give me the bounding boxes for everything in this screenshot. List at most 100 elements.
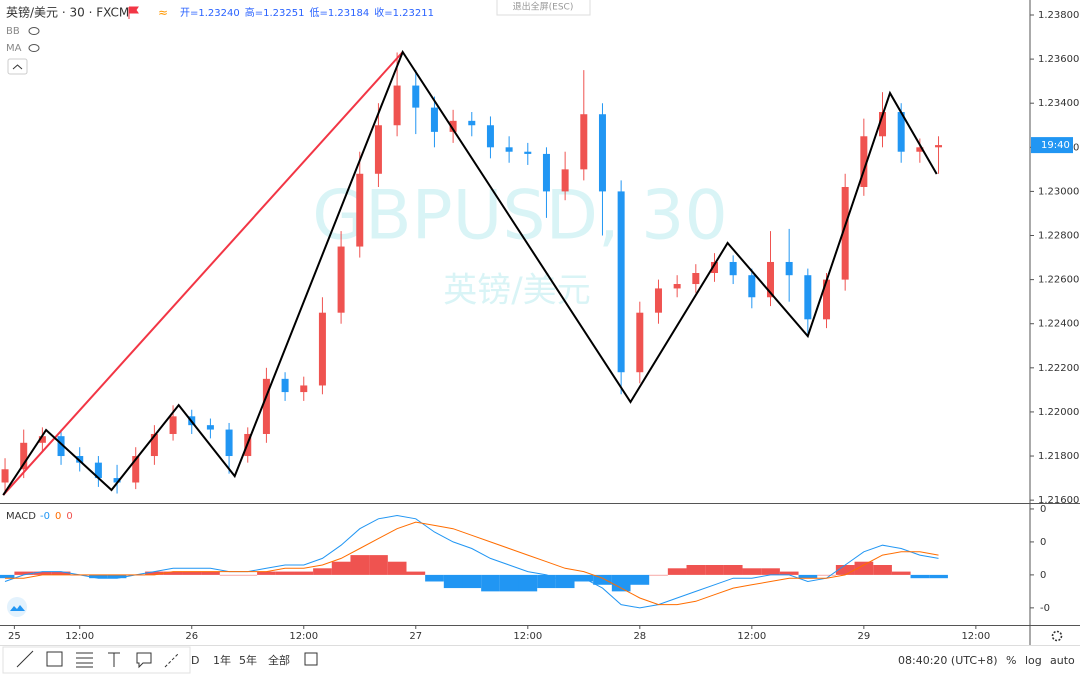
macd-legend-value: -0 xyxy=(40,511,50,522)
candle-body xyxy=(748,275,756,298)
macd-histogram-bar xyxy=(425,574,444,582)
macd-histogram-bar xyxy=(406,571,426,575)
candle-body xyxy=(841,186,849,280)
indicator-ma[interactable]: MA xyxy=(6,43,22,54)
candle-body xyxy=(38,436,46,443)
macd-histogram-bar xyxy=(219,574,239,576)
macd-histogram-bar xyxy=(163,571,183,575)
candle-body xyxy=(617,191,625,373)
candle-body xyxy=(879,112,887,137)
candle-body xyxy=(823,279,831,320)
exit-fullscreen-label: 退出全屏(ESC) xyxy=(513,1,574,13)
exit-fullscreen-button[interactable] xyxy=(496,0,591,16)
flag-icon[interactable] xyxy=(128,6,139,19)
macd-histogram-bar xyxy=(854,561,874,575)
candle-body xyxy=(935,145,943,148)
fib-tool[interactable] xyxy=(76,652,93,668)
calendar-icon[interactable] xyxy=(304,652,318,666)
symbol-title[interactable]: 英镑/美元 · 30 · FXCM xyxy=(6,5,129,20)
ohlc-legend: 开=1.23240 高=1.23251 低=1.23184 收=1.23211 xyxy=(180,6,434,19)
collapse-button[interactable] xyxy=(7,58,28,75)
text-tool[interactable] xyxy=(108,652,120,667)
candle-body xyxy=(94,462,102,479)
macd-y-tick-label: -0 xyxy=(1040,603,1050,614)
scale-option[interactable]: log xyxy=(1025,654,1042,667)
y-tick-label: 1.21600 xyxy=(1038,495,1079,506)
macd-histogram-bar xyxy=(649,574,668,576)
price-tag-label: 19:40 xyxy=(1041,140,1070,151)
macd-histogram-bar xyxy=(89,574,108,579)
measure-tool[interactable] xyxy=(164,652,180,668)
watermark: GBPUSD, 30 英镑/美元 xyxy=(312,177,727,311)
range-button[interactable]: D xyxy=(191,654,199,667)
candle-body xyxy=(169,416,177,434)
x-tick-label: 25 xyxy=(8,631,21,642)
y-tick-label: 1.22800 xyxy=(1038,231,1079,242)
x-tick-label: 27 xyxy=(409,631,422,642)
settings-icon[interactable] xyxy=(1051,630,1063,642)
plot xyxy=(0,49,948,609)
drawing-tools-panel xyxy=(2,646,191,674)
x-tick-label: 12:00 xyxy=(961,631,990,642)
candle-body xyxy=(150,433,158,457)
candle-body xyxy=(430,107,438,132)
scale-option[interactable]: auto xyxy=(1050,654,1075,667)
range-button[interactable]: 5年 xyxy=(239,653,257,667)
macd-histogram-bar xyxy=(387,561,407,575)
macd-y-tick-label: 0 xyxy=(1040,537,1046,548)
y-tick-label: 1.22600 xyxy=(1038,275,1079,286)
candle-body xyxy=(561,169,569,192)
clock: 08:40:20 (UTC+8) xyxy=(898,654,998,667)
macd-histogram-bar xyxy=(33,571,52,575)
trendline-tool[interactable] xyxy=(16,650,34,668)
ohlc-value: 低=1.23184 xyxy=(309,6,369,19)
candle-body xyxy=(318,312,326,386)
rect-tool[interactable] xyxy=(46,651,63,667)
candle-body xyxy=(1,469,9,483)
candle-body xyxy=(113,478,121,483)
candle-body xyxy=(57,436,65,457)
macd-histogram-bar xyxy=(817,574,836,576)
macd-histogram-bar xyxy=(350,555,370,575)
indicator-bb[interactable]: BB xyxy=(6,26,20,37)
macd-histogram-bar xyxy=(0,574,15,579)
macd-histogram-bar xyxy=(201,571,220,575)
macd-legend-value: 0 xyxy=(66,511,72,522)
candle-body xyxy=(281,378,289,393)
macd-histogram-bar xyxy=(742,568,762,575)
macd-histogram-bar xyxy=(630,574,650,585)
macd-line xyxy=(5,521,939,606)
candle-body xyxy=(580,114,588,170)
macd-histogram-bar xyxy=(910,574,930,579)
macd-histogram-bar xyxy=(257,571,276,575)
eye-icon[interactable] xyxy=(28,44,40,52)
candle-body xyxy=(542,153,550,192)
logo-mark xyxy=(10,605,25,611)
candle-body xyxy=(20,442,28,470)
macd-histogram-bar xyxy=(798,574,818,579)
candle-body xyxy=(225,429,233,457)
candle-body xyxy=(132,456,140,483)
macd-histogram-bar xyxy=(182,571,202,575)
candle-body xyxy=(673,284,681,289)
range-button[interactable]: 全部 xyxy=(268,653,290,667)
y-tick-label: 1.23800 xyxy=(1038,10,1079,21)
watermark-name: 英镑/美元 xyxy=(443,271,590,311)
x-tick-label: 28 xyxy=(633,631,646,642)
x-tick-label: 12:00 xyxy=(513,631,542,642)
candle-body xyxy=(692,273,700,285)
sync-icon[interactable]: ≈ xyxy=(158,6,168,20)
eye-icon[interactable] xyxy=(28,27,40,35)
macd-histogram-bar xyxy=(779,571,799,575)
scale-option[interactable]: % xyxy=(1006,654,1016,667)
y-tick-label: 1.23000 xyxy=(1038,186,1079,197)
candle-body xyxy=(76,456,84,463)
caret-icon xyxy=(12,64,23,70)
candle-body xyxy=(654,288,662,313)
ohlc-value: 高=1.23251 xyxy=(245,6,305,19)
callout-tool[interactable] xyxy=(136,652,152,669)
macd-histogram-bar xyxy=(705,565,724,575)
range-button[interactable]: 1年 xyxy=(213,653,231,667)
macd-title: MACD xyxy=(6,511,36,522)
ohlc-value: 开=1.23240 xyxy=(180,8,240,19)
